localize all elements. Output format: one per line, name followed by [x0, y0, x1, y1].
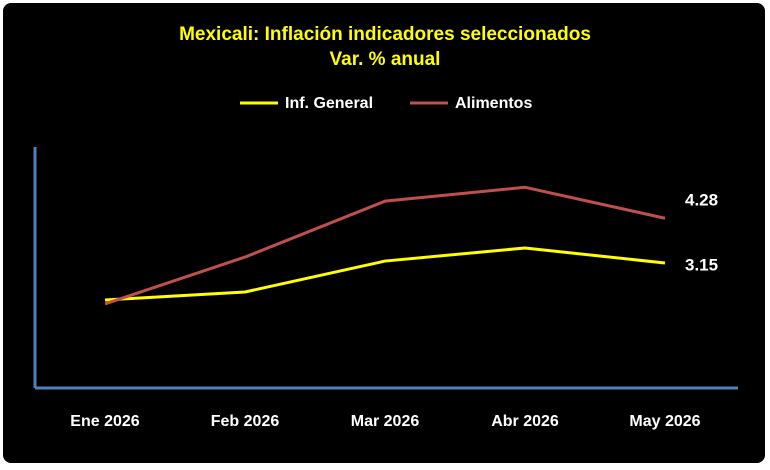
legend-label: Alimentos	[455, 95, 532, 112]
legend-label: Inf. General	[285, 95, 373, 112]
x-tick-label: Feb 2026	[211, 413, 280, 430]
line-series	[104, 185, 666, 306]
x-tick-label: Mar 2026	[351, 413, 420, 430]
chart-background	[3, 3, 765, 463]
data-label: 3.15	[685, 256, 718, 275]
data-label: 4.28	[685, 191, 718, 210]
line-series	[104, 246, 666, 302]
x-tick-label: Abr 2026	[491, 413, 559, 430]
x-tick-label: Ene 2026	[70, 413, 139, 430]
chart-subtitle: Var. % anual	[330, 49, 441, 70]
chart-title: Mexicali: Inflación indicadores seleccio…	[179, 24, 591, 45]
x-tick-label: May 2026	[629, 413, 700, 430]
